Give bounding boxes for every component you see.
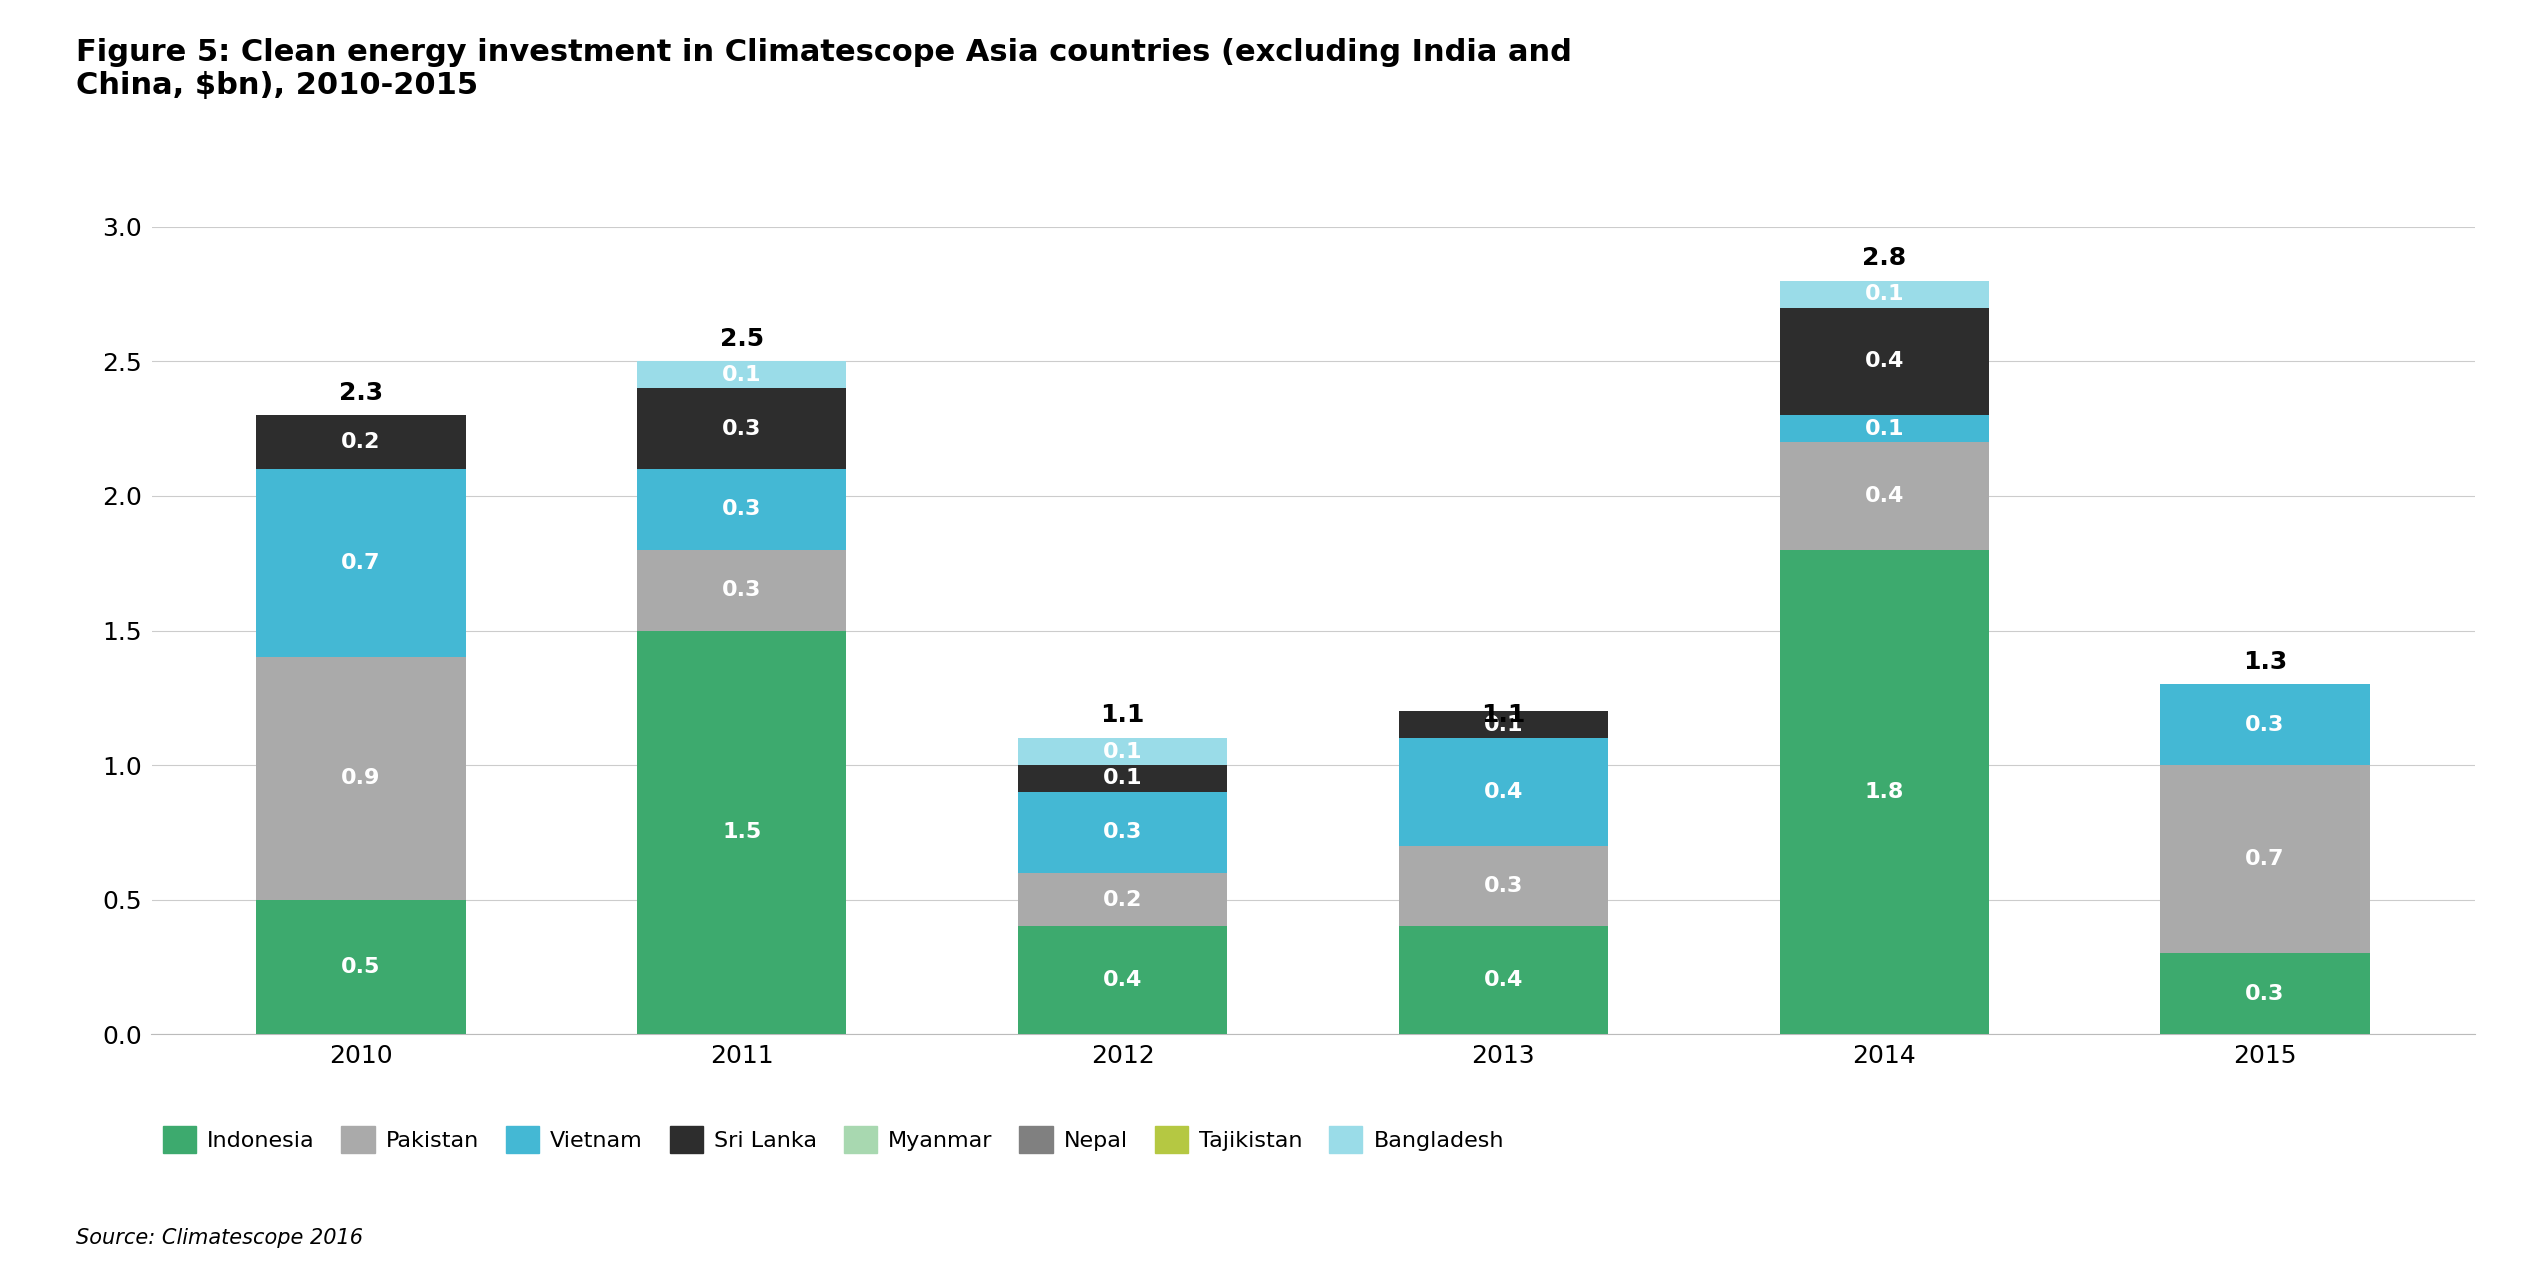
Text: 0.3: 0.3 bbox=[1485, 876, 1523, 897]
Text: 1.3: 1.3 bbox=[2242, 649, 2288, 673]
Text: 0.3: 0.3 bbox=[722, 499, 763, 520]
Bar bbox=[636, 362, 846, 388]
Text: 0.3: 0.3 bbox=[722, 419, 763, 439]
Text: 0.4: 0.4 bbox=[1485, 782, 1523, 802]
Bar bbox=[636, 469, 846, 550]
Text: 0.1: 0.1 bbox=[1103, 741, 1141, 762]
Bar bbox=[1399, 846, 1608, 927]
Text: 0.4: 0.4 bbox=[1863, 485, 1904, 506]
Text: 0.4: 0.4 bbox=[1485, 970, 1523, 990]
Bar bbox=[1780, 415, 1990, 443]
Text: 1.1: 1.1 bbox=[1101, 704, 1144, 728]
Bar bbox=[1399, 738, 1608, 846]
Text: 1.5: 1.5 bbox=[722, 822, 763, 842]
Legend: Indonesia, Pakistan, Vietnam, Sri Lanka, Myanmar, Nepal, Tajikistan, Bangladesh: Indonesia, Pakistan, Vietnam, Sri Lanka,… bbox=[162, 1126, 1505, 1153]
Bar bbox=[1018, 765, 1227, 792]
Text: 0.1: 0.1 bbox=[1863, 419, 1904, 439]
Text: 0.9: 0.9 bbox=[341, 768, 381, 788]
Text: 0.3: 0.3 bbox=[722, 580, 763, 600]
Bar bbox=[636, 630, 846, 1034]
Bar bbox=[255, 657, 465, 899]
Bar bbox=[255, 415, 465, 469]
Bar bbox=[1780, 281, 1990, 308]
Text: Source: Climatescope 2016: Source: Climatescope 2016 bbox=[76, 1228, 364, 1248]
Text: 0.3: 0.3 bbox=[2245, 715, 2285, 735]
Text: 1.1: 1.1 bbox=[1482, 704, 1525, 728]
Bar bbox=[636, 550, 846, 630]
Text: 0.2: 0.2 bbox=[341, 433, 381, 453]
Bar bbox=[255, 469, 465, 657]
Text: 0.1: 0.1 bbox=[1485, 715, 1523, 735]
Bar bbox=[1780, 308, 1990, 415]
Text: 0.2: 0.2 bbox=[1103, 889, 1141, 909]
Text: 2.5: 2.5 bbox=[720, 327, 765, 351]
Bar bbox=[1018, 792, 1227, 873]
Bar bbox=[1780, 550, 1990, 1034]
Text: 0.5: 0.5 bbox=[341, 957, 381, 977]
Bar bbox=[255, 899, 465, 1034]
Text: 0.1: 0.1 bbox=[722, 364, 763, 385]
Text: 0.1: 0.1 bbox=[1103, 768, 1141, 788]
Bar bbox=[2161, 765, 2371, 953]
Bar bbox=[636, 388, 846, 469]
Bar bbox=[2161, 953, 2371, 1034]
Bar bbox=[1018, 738, 1227, 765]
Bar bbox=[1780, 443, 1990, 550]
Text: 0.4: 0.4 bbox=[1103, 970, 1141, 990]
Text: 1.8: 1.8 bbox=[1863, 782, 1904, 802]
Text: 0.1: 0.1 bbox=[1863, 284, 1904, 304]
Text: 2.3: 2.3 bbox=[338, 381, 384, 405]
Text: 0.3: 0.3 bbox=[2245, 984, 2285, 1004]
Text: 0.3: 0.3 bbox=[1103, 822, 1141, 842]
Bar bbox=[1018, 927, 1227, 1034]
Text: Figure 5: Clean energy investment in Climatescope Asia countries (excluding Indi: Figure 5: Clean energy investment in Cli… bbox=[76, 38, 1571, 101]
Bar bbox=[1399, 927, 1608, 1034]
Text: 0.7: 0.7 bbox=[2245, 849, 2285, 869]
Bar bbox=[2161, 685, 2371, 765]
Text: 2.8: 2.8 bbox=[1861, 246, 1906, 270]
Bar bbox=[1399, 711, 1608, 738]
Bar bbox=[1018, 873, 1227, 927]
Text: 0.7: 0.7 bbox=[341, 554, 381, 574]
Text: 0.4: 0.4 bbox=[1863, 352, 1904, 372]
